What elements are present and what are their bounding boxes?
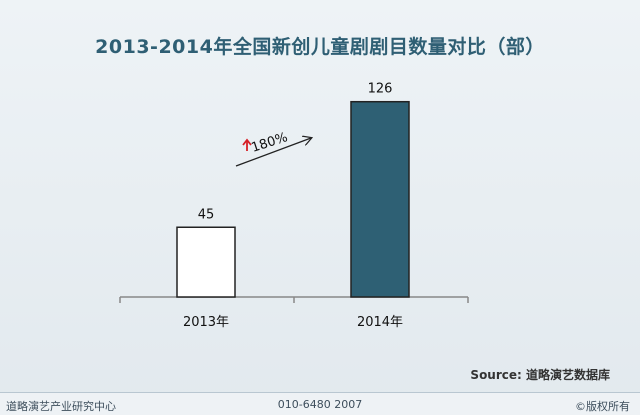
category-label-2013: 2013年 — [183, 315, 229, 330]
growth-arrow — [235, 138, 311, 167]
footer-copyright: ©版权所有 — [575, 400, 630, 413]
footer: 道略演艺产业研究中心 010-6480 2007 ©版权所有 — [0, 392, 640, 415]
chart-title: 2013-2014年全国新创儿童剧剧目数量对比（部） — [95, 36, 545, 58]
footer-phone: 010-6480 2007 — [277, 398, 363, 411]
growth-annotation: 180% — [250, 130, 290, 156]
bar-2014 — [350, 100, 410, 298]
footer-org: 道略演艺产业研究中心 — [6, 400, 116, 413]
category-label-2014: 2014年 — [357, 315, 403, 330]
value-label-2014: 126 — [368, 82, 393, 97]
value-label-2013: 45 — [198, 207, 215, 222]
growth-up-arrow-icon — [242, 138, 252, 151]
source-note: Source: 道略演艺数据库 — [470, 368, 610, 382]
bar-2013 — [176, 226, 236, 298]
